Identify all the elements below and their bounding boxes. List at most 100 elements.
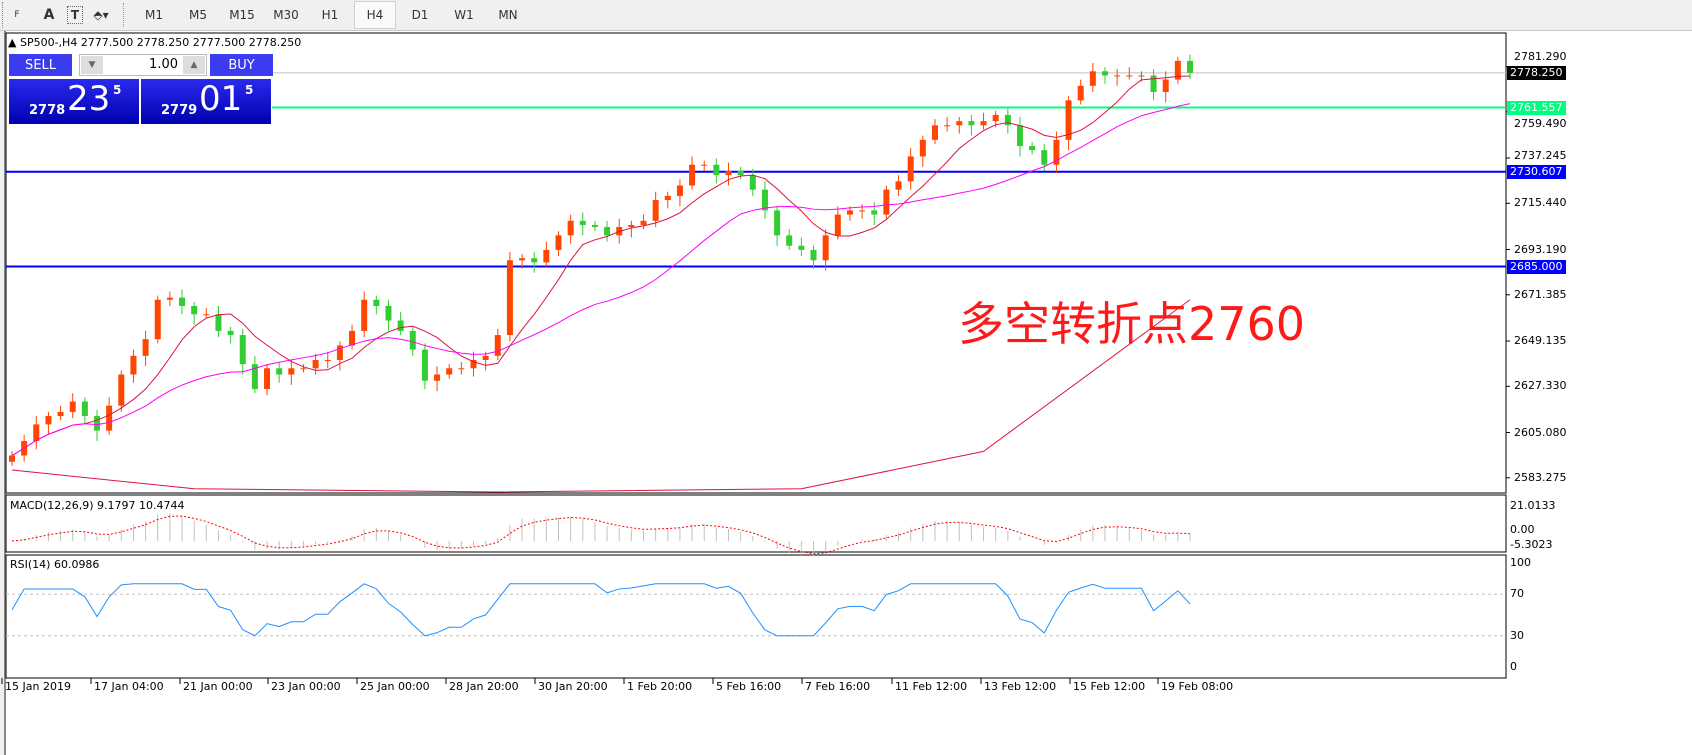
bull-candle xyxy=(652,200,659,221)
bull-candle xyxy=(361,299,368,331)
price-tag: 2730.607 xyxy=(1507,164,1566,179)
timeframe-w1[interactable]: W1 xyxy=(454,8,474,22)
bull-candle xyxy=(506,260,513,336)
price-axis-label: 2649.135 xyxy=(1514,334,1567,347)
bull-candle xyxy=(1174,60,1181,80)
bull-candle xyxy=(1114,75,1121,77)
macd-axis-label: 0.00 xyxy=(1510,523,1535,536)
timeframe-d1[interactable]: D1 xyxy=(411,8,429,22)
bull-candle xyxy=(494,335,501,356)
time-axis-label: 15 Jan 2019 xyxy=(5,680,71,693)
bull-candle xyxy=(324,359,331,361)
bull-candle xyxy=(118,374,125,406)
bull-candle xyxy=(69,401,76,412)
time-axis-label: 17 Jan 04:00 xyxy=(94,680,164,693)
time-axis-label: 23 Jan 00:00 xyxy=(271,680,341,693)
collapse-triangle-icon[interactable]: ▲ xyxy=(8,36,20,49)
bear-candle xyxy=(737,170,744,176)
bull-candle xyxy=(106,405,113,431)
chart-header: ▲ SP500-,H4 2777.500 2778.250 2777.500 2… xyxy=(8,36,301,49)
sell-button[interactable]: SELL xyxy=(9,54,72,76)
timeframe-h1[interactable]: H1 xyxy=(321,8,339,22)
rsi-axis-label: 70 xyxy=(1510,587,1524,601)
price-axis-label: 2759.490 xyxy=(1514,116,1567,130)
buy-button[interactable]: BUY xyxy=(210,54,273,76)
bull-candle xyxy=(264,368,271,390)
toolbar-separator xyxy=(123,3,126,27)
bull-candle xyxy=(555,235,562,250)
main-panel-frame xyxy=(5,32,1507,494)
bull-candle xyxy=(919,139,926,157)
bull-candle xyxy=(1089,71,1096,86)
rsi-axis-label: 0 xyxy=(1510,660,1517,673)
bull-candle xyxy=(859,210,866,212)
price-axis-label: 2693.190 xyxy=(1514,242,1567,256)
time-axis-label: 7 Feb 16:00 xyxy=(805,680,871,693)
price-axis-label: 2627.330 xyxy=(1514,379,1567,393)
lot-decrease-icon[interactable]: ▼ xyxy=(81,56,103,74)
arrows-icon[interactable]: ⬘▾ xyxy=(93,8,109,22)
bear-candle xyxy=(1004,114,1011,126)
rsi-label: RSI(14) 60.0986 xyxy=(10,558,100,571)
timeframe-m15[interactable]: M15 xyxy=(229,8,255,22)
bear-candle xyxy=(227,330,234,336)
timeframe-h4[interactable]: H4 xyxy=(354,1,396,29)
bear-candle xyxy=(215,314,222,331)
timeframe-mn[interactable]: MN xyxy=(498,8,518,22)
bear-candle xyxy=(1029,146,1036,151)
bull-candle xyxy=(956,121,963,126)
lot-size-input[interactable]: 1.00 xyxy=(149,57,178,72)
price-tag: 2761.557 xyxy=(1507,100,1566,115)
time-axis-label: 25 Jan 00:00 xyxy=(360,680,430,693)
lot-increase-icon[interactable]: ▲ xyxy=(183,56,205,74)
bear-candle xyxy=(421,349,428,381)
bull-candle xyxy=(154,299,161,340)
bear-candle xyxy=(1101,71,1108,76)
bull-candle xyxy=(725,170,732,176)
bull-candle xyxy=(1065,100,1072,140)
time-axis-label: 1 Feb 20:00 xyxy=(627,680,693,693)
ma-fast-line xyxy=(11,75,1191,456)
bull-candle xyxy=(834,214,841,236)
time-axis-label: 30 Jan 20:00 xyxy=(538,680,608,693)
timeframe-m1[interactable]: M1 xyxy=(145,8,163,22)
bear-candle xyxy=(1016,125,1023,147)
bull-candle xyxy=(640,220,647,225)
bear-candle xyxy=(1187,60,1193,73)
chart-window[interactable] xyxy=(4,31,1692,755)
price-axis-label: 2781.290 xyxy=(1514,49,1567,63)
rsi-axis-label: 100 xyxy=(1510,556,1531,569)
bull-candle xyxy=(33,424,40,441)
bull-candle xyxy=(166,297,173,300)
bear-candle xyxy=(810,249,817,261)
sell-price-fraction: 5 xyxy=(113,83,122,97)
macd-label: MACD(12,26,9) 9.1797 10.4744 xyxy=(10,499,185,512)
ma-slow-line xyxy=(11,299,1191,493)
text-icon[interactable]: A xyxy=(43,7,55,23)
bear-candle xyxy=(604,227,611,236)
time-axis-label: 21 Jan 00:00 xyxy=(183,680,253,693)
annotation-text[interactable]: 多空转折点2760 xyxy=(958,297,1306,351)
bull-candle xyxy=(130,355,137,375)
buy-price-fraction: 5 xyxy=(245,83,254,97)
bear-candle xyxy=(749,175,756,190)
price-axis-label: 2715.440 xyxy=(1514,196,1567,210)
macd-axis-label: -5.3023 xyxy=(1510,538,1553,551)
time-axis-label: 11 Feb 12:00 xyxy=(895,680,968,693)
timeframe-m30[interactable]: M30 xyxy=(273,8,299,22)
fibo-fan-icon[interactable]: F xyxy=(2,2,31,28)
rsi-axis-label: 30 xyxy=(1510,628,1524,642)
bear-candle xyxy=(1041,150,1048,165)
buy-price[interactable]: 2779 01 5 xyxy=(141,79,271,124)
price-axis-label: 2737.245 xyxy=(1514,148,1567,162)
bear-candle xyxy=(786,235,793,246)
timeframe-m5[interactable]: M5 xyxy=(189,8,207,22)
bull-candle xyxy=(689,164,696,186)
sell-price-pips: 23 xyxy=(67,79,111,119)
bull-candle xyxy=(288,368,295,375)
text-label-icon[interactable]: T xyxy=(67,6,83,24)
bull-candle xyxy=(543,249,550,263)
lot-size-stepper[interactable]: ▼ 1.00 ▲ xyxy=(79,54,207,76)
sell-price[interactable]: 2778 23 5 xyxy=(9,79,139,124)
